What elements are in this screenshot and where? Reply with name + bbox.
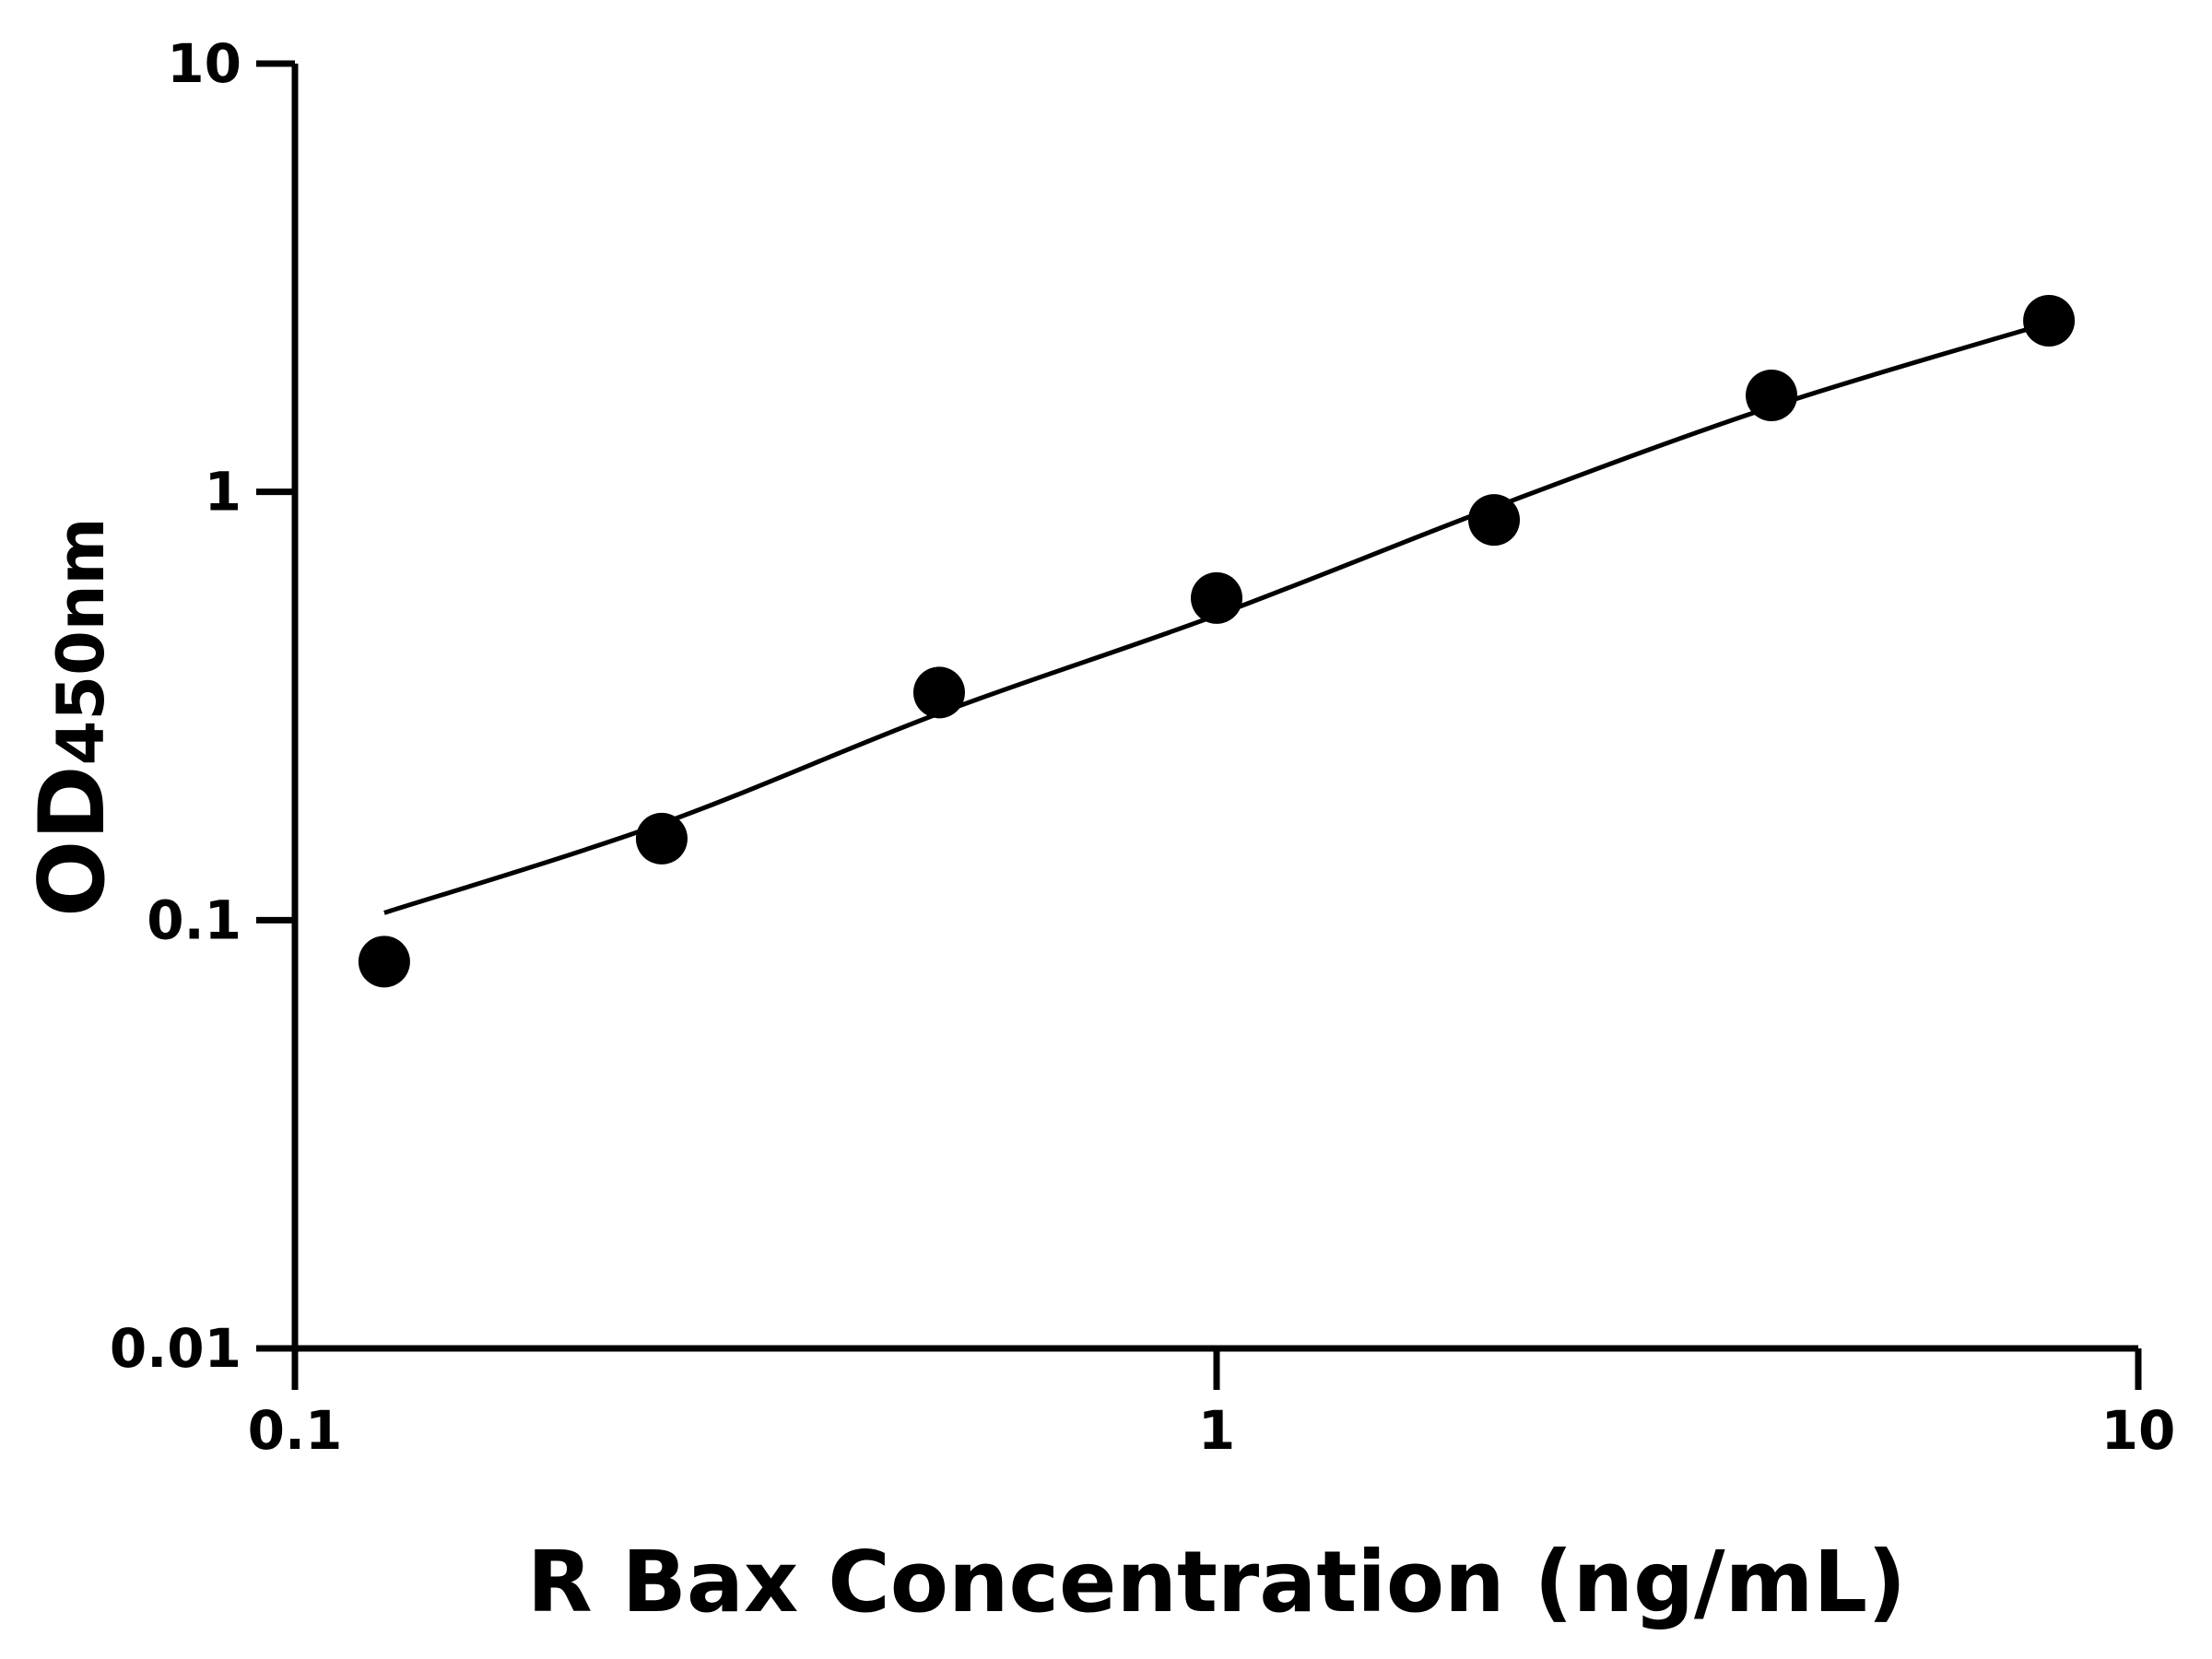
x-tick-label: 0.1 [248, 1399, 343, 1462]
y-tick-label: 0.1 [147, 888, 241, 951]
y-tick-label: 1 [205, 461, 241, 524]
data-point [1746, 369, 1798, 421]
y-axis-label: OD450nm [20, 517, 125, 917]
data-point [358, 935, 410, 988]
data-point [635, 812, 688, 865]
data-point [1468, 494, 1521, 547]
y-axis-label-main: OD [20, 765, 125, 917]
x-axis-label: R Bax Concentration (ng/mL) [527, 1533, 1906, 1631]
x-tick-label: 10 [2101, 1399, 2176, 1462]
data-point [1191, 571, 1242, 624]
x-tick-label: 1 [1198, 1399, 1235, 1462]
data-point [2023, 294, 2076, 347]
y-tick-label: 10 [167, 32, 241, 95]
data-points [358, 294, 2076, 988]
y-tick-label: 0.01 [110, 1317, 241, 1380]
data-point [912, 666, 965, 719]
y-axis-label-sub: 450nm [43, 517, 119, 765]
